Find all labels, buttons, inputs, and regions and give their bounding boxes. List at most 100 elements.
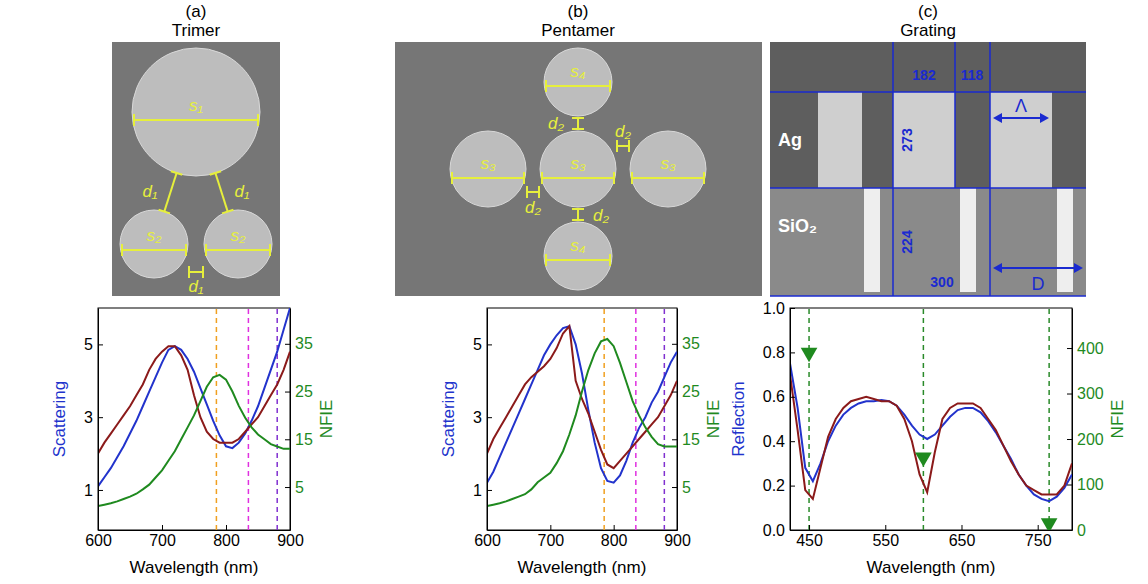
annotation: d₁ [235, 182, 250, 201]
tick-mark [809, 525, 810, 530]
dimension-cap [171, 171, 182, 175]
guide-line [989, 42, 991, 296]
plot-frame [790, 308, 1072, 530]
tick-mark [487, 344, 492, 345]
tick-mark [672, 439, 677, 440]
tick-label: 25 [682, 383, 700, 400]
tick: 700 [537, 525, 564, 549]
series-line [98, 308, 290, 486]
schematic: s₄d₂d₂s₃s₃s₃d₂d₂s₄ [395, 42, 762, 296]
tick-label: 400 [1077, 340, 1104, 357]
dimension-cap [210, 171, 221, 175]
tick-mark [885, 525, 886, 530]
dimension-line [546, 85, 610, 87]
tick-mark [790, 397, 795, 398]
plot-area [487, 308, 677, 530]
y-axis-title: Scattering [439, 381, 458, 458]
tick-label: 1 [84, 482, 93, 499]
tick-mark [550, 525, 551, 530]
tick-label: 600 [85, 532, 112, 549]
tick-mark [790, 308, 795, 309]
tick: 5 [84, 336, 103, 353]
tick-mark [672, 344, 677, 345]
tick-mark [1067, 348, 1072, 349]
tick-label: 15 [682, 431, 700, 448]
annotation: 224 [899, 230, 915, 254]
tick-label: 800 [601, 532, 628, 549]
tick: 750 [1025, 525, 1052, 549]
annotation: 273 [899, 128, 915, 152]
marker [801, 348, 818, 362]
tick: 3 [84, 409, 103, 426]
dimension-cap [451, 172, 453, 184]
marker [915, 452, 932, 466]
panel-title: Trimer [172, 21, 221, 40]
particle [544, 222, 612, 290]
tick-mark [487, 490, 492, 491]
y-axis-title: Reflection [729, 381, 748, 457]
annotation: d₁ [143, 182, 158, 201]
dimension-cap [613, 172, 615, 184]
tick-label: 0.8 [763, 344, 785, 361]
y2-axis-title: NFIE [1108, 400, 1127, 439]
dimension-cap [121, 244, 123, 256]
axis-line [99, 530, 291, 531]
annotation: s₂ [231, 226, 247, 245]
tick-label: 0.2 [763, 477, 785, 494]
dimension-cap [631, 172, 633, 184]
tick: 450 [796, 525, 823, 549]
y2-axis: 5152535 [285, 309, 313, 531]
y-axis-title: Scattering [50, 381, 69, 458]
tick-mark [98, 417, 103, 418]
tick: 0.6 [763, 388, 795, 405]
annotation: s₄ [570, 62, 586, 81]
tick-label: 600 [474, 532, 501, 549]
tick-label: 700 [537, 532, 564, 549]
tick-mark [961, 525, 962, 530]
tick-label: 3 [473, 409, 482, 426]
tick: 25 [672, 383, 700, 400]
y2-axis-title: NFIE [317, 400, 336, 439]
particle [450, 131, 526, 207]
tick-label: 0.6 [763, 388, 785, 405]
dimension-line [577, 118, 579, 129]
tick: 35 [285, 335, 313, 352]
series-line [790, 364, 1072, 502]
tick: 100 [1067, 476, 1104, 493]
tick: 0 [1067, 522, 1086, 539]
y2-axis-title: NFIE [704, 400, 723, 439]
dimension-line [527, 191, 539, 193]
tick-mark [672, 392, 677, 393]
tick-label: 0.0 [763, 522, 785, 539]
tick-label: 800 [213, 532, 240, 549]
tick-label: 900 [664, 532, 691, 549]
dimension-cap [269, 244, 271, 256]
tick-label: 5 [84, 336, 93, 353]
schematic: s₁d₁d₁s₂s₂d₁ [112, 42, 280, 296]
axis-line [790, 309, 791, 531]
annotation: 300 [930, 274, 954, 290]
tick: 5 [672, 479, 691, 496]
tick: 5 [473, 336, 492, 353]
series-line [487, 326, 677, 468]
annotation: s₃ [660, 154, 676, 173]
sem-image [770, 42, 1086, 296]
panel: (a)Trimers₁d₁d₁s₂s₂d₁6007008009001355152… [50, 2, 336, 577]
plot-frame [98, 308, 290, 530]
dimension-cap [572, 128, 584, 130]
tick-mark [790, 530, 795, 531]
dimension-cap [703, 172, 705, 184]
dimension-line [215, 173, 227, 212]
tick-mark [790, 486, 795, 487]
guide-line [770, 91, 1086, 93]
axis-line [487, 309, 488, 531]
tick-label: 5 [473, 336, 482, 353]
guide-line [892, 42, 894, 296]
axis-line [677, 309, 678, 531]
axis-line [290, 309, 291, 531]
vertical-line [1048, 308, 1050, 530]
tick-label: 450 [796, 532, 823, 549]
tick-label: 25 [295, 383, 313, 400]
pillar [960, 188, 976, 292]
dimension-line [122, 249, 186, 251]
